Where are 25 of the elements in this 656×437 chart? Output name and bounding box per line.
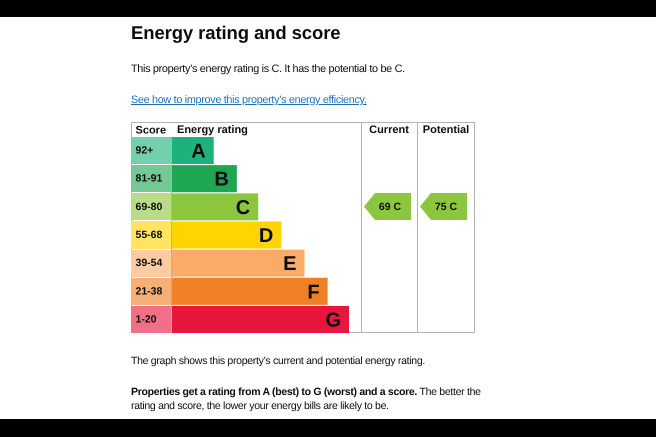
annotation: C (236, 196, 250, 219)
text: 75 C (434, 200, 458, 213)
y-tick-label: 69-80 (136, 200, 163, 213)
annotation: G (325, 309, 341, 332)
y-axis-title: Score (136, 124, 166, 136)
y-tick-label: 81-91 (136, 172, 163, 185)
y-tick-label: 39-54 (136, 257, 163, 270)
y-tick-label: 55-68 (136, 229, 163, 241)
annotation: A (191, 140, 206, 163)
chart-title: Energy rating and score (131, 21, 340, 45)
annotation: D (258, 225, 274, 247)
text: 69 C (378, 200, 402, 213)
y-tick-label: 92+ (136, 144, 154, 157)
annotation: E (283, 253, 296, 276)
text: The graph shows this property’s current and potential energy rating. (131, 354, 426, 368)
annotation: F (307, 281, 320, 304)
y-tick-label: 1-20 (136, 313, 157, 326)
y-tick-label: 21-38 (136, 285, 163, 298)
annotation: B (214, 168, 229, 191)
text: Properties get a rating from A (best) to G (worst) and a score. The better the rating and score, the lower your energy bills are likely to be. (131, 386, 481, 412)
text: Energy rating (177, 124, 248, 136)
chart-subtitle: This property’s energy rating is C. It has the potential to be C. (131, 62, 405, 76)
text: Current (369, 124, 410, 136)
text: Potential (422, 124, 470, 136)
text: See how to improve this property’s energy efficiency. (131, 93, 367, 107)
